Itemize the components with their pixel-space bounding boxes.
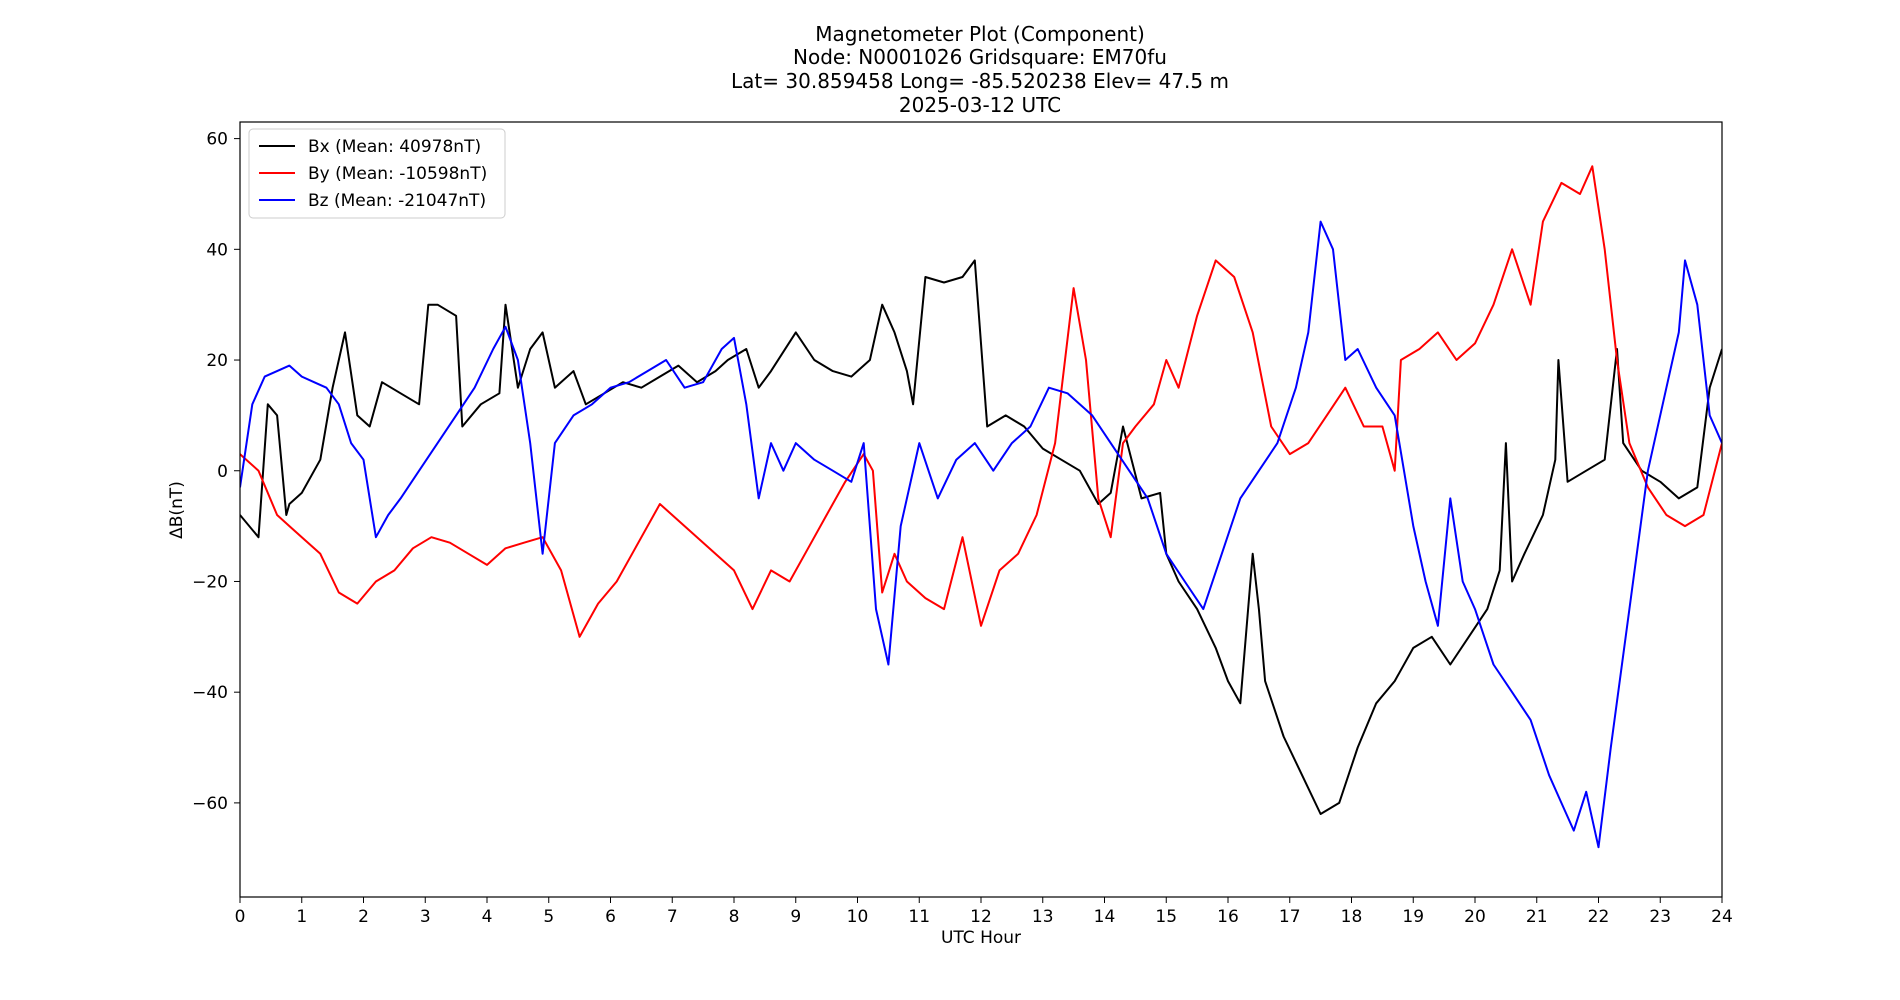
legend-label-0: Bx (Mean: 40978nT) (308, 137, 481, 157)
x-tick-label-17: 17 (1279, 907, 1301, 927)
x-tick-label-6: 6 (605, 907, 616, 927)
x-tick-label-18: 18 (1341, 907, 1363, 927)
y-tick-label-6: −60 (192, 794, 228, 814)
x-tick-label-7: 7 (667, 907, 678, 927)
series-group (240, 165, 1722, 849)
series-line-2 (240, 220, 1722, 849)
x-tick-label-20: 20 (1464, 907, 1486, 927)
x-tick-label-22: 22 (1588, 907, 1610, 927)
series-line-0 (240, 259, 1722, 815)
y-axis: 60 40 20 0 −20 −40 −60 (192, 130, 240, 814)
legend-label-2: Bz (Mean: -21047nT) (308, 191, 486, 211)
x-tick-label-11: 11 (908, 907, 930, 927)
x-tick-label-21: 21 (1526, 907, 1548, 927)
x-tick-label-5: 5 (543, 907, 554, 927)
x-tick-label-10: 10 (847, 907, 869, 927)
x-tick-label-14: 14 (1094, 907, 1116, 927)
title-line-1: Magnetometer Plot (Component) (815, 22, 1145, 46)
x-tick-label-19: 19 (1402, 907, 1424, 927)
y-axis-label: ΔB(nT) (167, 481, 187, 539)
legend: Bx (Mean: 40978nT) By (Mean: -10598nT) Bz … (248, 128, 506, 219)
chart-title: Magnetometer Plot (Component) Node: N000… (731, 22, 1229, 117)
x-tick-label-24: 24 (1711, 907, 1733, 927)
y-tick-label-4: −20 (192, 572, 228, 592)
x-tick-label-1: 1 (296, 907, 307, 927)
y-tick-label-0: 60 (206, 130, 228, 150)
x-tick-label-9: 9 (790, 907, 801, 927)
x-tick-label-15: 15 (1155, 907, 1177, 927)
y-tick-label-1: 40 (206, 240, 228, 260)
title-line-2: Node: N0001026 Gridsquare: EM70fu (793, 45, 1167, 69)
x-axis-label: UTC Hour (941, 928, 1021, 948)
x-tick-label-2: 2 (358, 907, 369, 927)
x-tick-label-0: 0 (235, 907, 246, 927)
x-tick-label-4: 4 (482, 907, 493, 927)
x-tick-label-23: 23 (1649, 907, 1671, 927)
x-tick-label-12: 12 (970, 907, 992, 927)
x-tick-label-8: 8 (729, 907, 740, 927)
x-axis: 0 1 2 3 4 5 6 7 8 9 10 11 12 13 14 15 16 17 18 19 20 21 22 23 24 (235, 897, 1733, 927)
y-tick-label-5: −40 (192, 683, 228, 703)
title-line-4: 2025-03-12 UTC (899, 93, 1061, 117)
title-line-3: Lat= 30.859458 Long= -85.520238 Elev= 47… (731, 69, 1229, 93)
y-tick-label-3: 0 (217, 462, 228, 482)
x-tick-label-16: 16 (1217, 907, 1239, 927)
legend-label-1: By (Mean: -10598nT) (308, 164, 487, 184)
x-tick-label-3: 3 (420, 907, 431, 927)
y-tick-label-2: 20 (206, 351, 228, 371)
legend-box (248, 128, 506, 219)
x-tick-label-13: 13 (1032, 907, 1054, 927)
series-line-1 (240, 165, 1722, 638)
plot-frame (239, 121, 1723, 898)
